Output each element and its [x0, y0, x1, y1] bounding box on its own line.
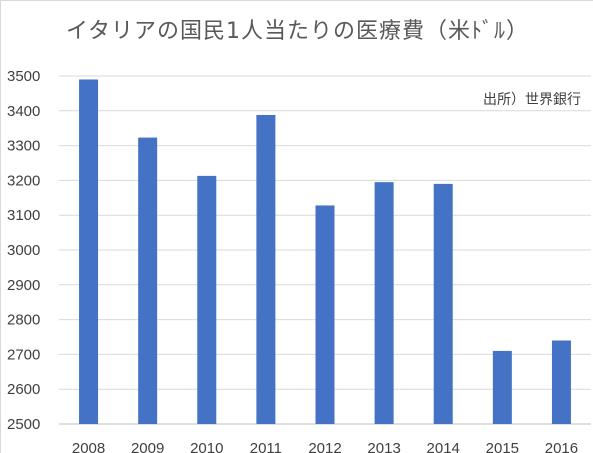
- bar-2013: [374, 182, 394, 424]
- x-tick-label: 2008: [72, 440, 105, 453]
- y-tick-label: 2900: [7, 277, 40, 294]
- x-tick-label: 2013: [367, 440, 400, 453]
- x-tick-label: 2016: [545, 440, 578, 453]
- y-tick-label: 3400: [7, 103, 40, 120]
- chart-title: イタリアの国民1人当たりの医療費（米ﾄﾞﾙ）: [65, 19, 530, 44]
- bar-2012: [315, 205, 335, 424]
- x-tick-label: 2014: [427, 440, 460, 453]
- y-tick-label: 2800: [7, 312, 40, 329]
- y-tick-label: 2600: [7, 381, 40, 398]
- bar-2014: [433, 183, 453, 424]
- bar-2011: [256, 114, 276, 424]
- y-tick-label: 3100: [7, 207, 40, 224]
- x-tick-label: 2011: [250, 440, 282, 453]
- x-tick-label: 2015: [486, 440, 519, 453]
- x-tick-label: 2012: [308, 440, 341, 453]
- y-tick-label: 3200: [7, 172, 40, 189]
- bar-2016: [551, 340, 571, 424]
- y-tick-label: 2500: [7, 416, 40, 433]
- x-tick-label: 2009: [131, 440, 164, 453]
- y-tick-label: 3500: [7, 68, 40, 85]
- bar-2008: [79, 79, 99, 424]
- x-tick-label: 2010: [190, 440, 223, 453]
- chart-source-note: 出所）世界銀行: [483, 92, 581, 108]
- y-tick-label: 3000: [7, 242, 40, 259]
- y-tick-label: 3300: [7, 138, 40, 155]
- y-tick-label: 2700: [7, 346, 40, 363]
- bar-2009: [138, 137, 158, 424]
- bar-2010: [197, 175, 217, 424]
- bar-2015: [492, 350, 512, 424]
